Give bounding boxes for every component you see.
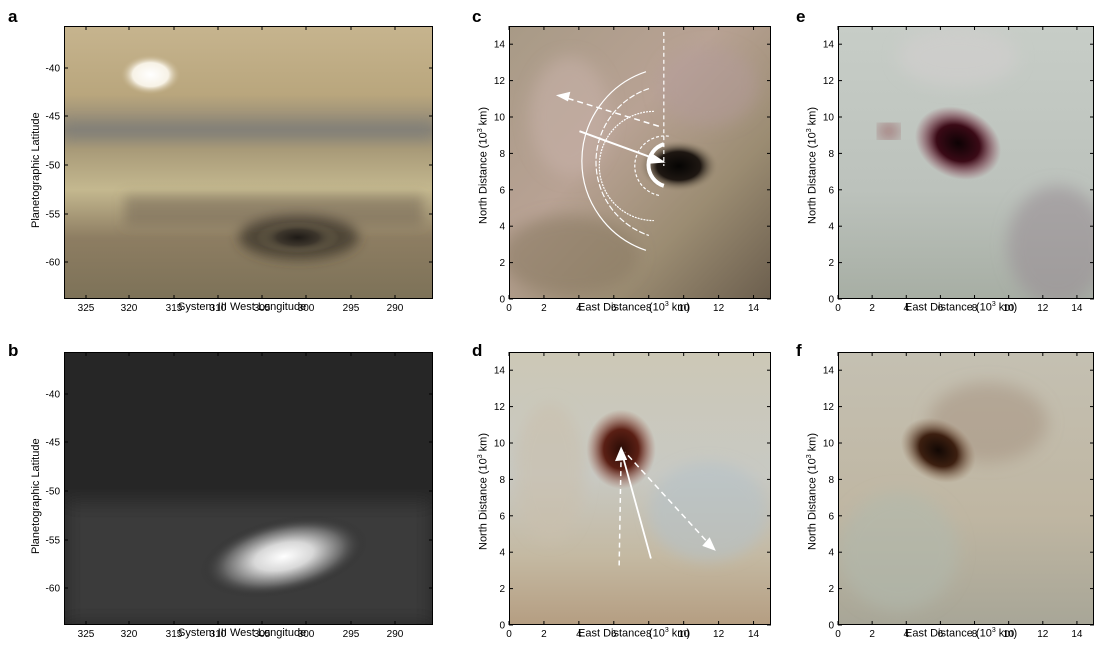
x-tick-label: 14 bbox=[1071, 303, 1083, 314]
y-tick-label: 8 bbox=[499, 475, 505, 486]
y-tick-label: 0 bbox=[499, 295, 505, 306]
y-tick-label: -50 bbox=[46, 161, 61, 172]
y-tick-label: 12 bbox=[823, 76, 835, 87]
panel-letter-c: c bbox=[472, 7, 482, 26]
y-tick-label: 8 bbox=[828, 149, 834, 160]
panel-f-ylabel: North Distance (103 km) bbox=[806, 432, 819, 550]
y-tick-label: 10 bbox=[494, 113, 506, 124]
panel-letter-f: f bbox=[796, 341, 802, 360]
x-tick-label: 14 bbox=[748, 303, 760, 314]
y-tick-label: 6 bbox=[828, 185, 834, 196]
panel-d-image bbox=[509, 352, 771, 625]
x-tick-label: 2 bbox=[541, 303, 547, 314]
y-tick-label: 0 bbox=[499, 621, 505, 632]
panel-letter-a: a bbox=[8, 7, 18, 26]
panel-letter-b: b bbox=[8, 341, 19, 360]
y-tick-label: 14 bbox=[823, 366, 835, 377]
panel-d-ylabel: North Distance (103 km) bbox=[477, 432, 490, 550]
y-tick-label: -45 bbox=[46, 112, 61, 123]
panel-a-ylabel: Planetographic Latitude bbox=[30, 112, 42, 228]
x-tick-label: 320 bbox=[121, 303, 138, 314]
panel-a-xlabel: System III West Longitude bbox=[178, 301, 307, 313]
x-tick-label: 2 bbox=[869, 629, 875, 640]
panel-b-image bbox=[64, 352, 433, 625]
x-tick-label: 295 bbox=[343, 629, 360, 640]
x-tick-label: 2 bbox=[541, 629, 547, 640]
x-tick-label: 0 bbox=[506, 629, 512, 640]
y-tick-label: 2 bbox=[828, 258, 834, 269]
panel-d-xlabel: East Distance (103 km) bbox=[578, 627, 691, 640]
y-tick-label: -50 bbox=[46, 487, 61, 498]
x-tick-label: 14 bbox=[748, 629, 760, 640]
panel-a-image bbox=[64, 26, 433, 299]
panel-c-ylabel: North Distance (103 km) bbox=[477, 106, 490, 224]
x-tick-label: 12 bbox=[1037, 303, 1049, 314]
panel-f-image bbox=[838, 352, 1094, 625]
y-tick-label: 4 bbox=[499, 548, 505, 559]
x-tick-label: 0 bbox=[835, 629, 841, 640]
x-tick-label: 14 bbox=[1071, 629, 1083, 640]
panel-f-xlabel: East Distance (103 km) bbox=[905, 627, 1018, 640]
x-tick-label: 12 bbox=[713, 303, 725, 314]
y-tick-label: 10 bbox=[823, 439, 835, 450]
x-tick-label: 325 bbox=[78, 629, 95, 640]
y-tick-label: 8 bbox=[499, 149, 505, 160]
x-tick-label: 295 bbox=[343, 303, 360, 314]
y-tick-label: -60 bbox=[46, 584, 61, 595]
y-tick-label: 4 bbox=[828, 222, 834, 233]
x-tick-label: 290 bbox=[387, 629, 404, 640]
panel-letter-d: d bbox=[472, 341, 483, 360]
y-tick-label: 14 bbox=[494, 40, 506, 51]
panel-e-image bbox=[838, 26, 1094, 299]
y-tick-label: 8 bbox=[828, 475, 834, 486]
y-tick-label: 6 bbox=[828, 511, 834, 522]
y-tick-label: -60 bbox=[46, 258, 61, 269]
panel-b-xlabel: System III West Longitude bbox=[178, 627, 307, 639]
x-tick-label: 290 bbox=[387, 303, 404, 314]
panel-c-image bbox=[509, 26, 771, 299]
y-tick-label: 12 bbox=[823, 402, 835, 413]
y-tick-label: 6 bbox=[499, 185, 505, 196]
y-tick-label: 4 bbox=[828, 548, 834, 559]
y-tick-label: 4 bbox=[499, 222, 505, 233]
panel-letter-e: e bbox=[796, 7, 806, 26]
y-tick-label: 2 bbox=[499, 258, 505, 269]
x-tick-label: 320 bbox=[121, 629, 138, 640]
y-tick-label: 6 bbox=[499, 511, 505, 522]
x-tick-label: 2 bbox=[869, 303, 875, 314]
x-tick-label: 12 bbox=[1037, 629, 1049, 640]
y-tick-label: 10 bbox=[823, 113, 835, 124]
panel-c-xlabel: East Distance (103 km) bbox=[578, 301, 691, 314]
x-tick-label: 0 bbox=[835, 303, 841, 314]
y-tick-label: 14 bbox=[494, 366, 506, 377]
y-tick-label: 2 bbox=[828, 584, 834, 595]
y-tick-label: 12 bbox=[494, 402, 506, 413]
y-tick-label: 0 bbox=[828, 621, 834, 632]
y-tick-label: 0 bbox=[828, 295, 834, 306]
y-tick-label: 12 bbox=[494, 76, 506, 87]
y-tick-label: -40 bbox=[46, 390, 61, 401]
x-tick-label: 12 bbox=[713, 629, 725, 640]
y-tick-label: -40 bbox=[46, 64, 61, 75]
panel-b-ylabel: Planetographic Latitude bbox=[30, 438, 42, 554]
panel-e-xlabel: East Distance (103 km) bbox=[905, 301, 1018, 314]
y-tick-label: -55 bbox=[46, 210, 61, 221]
y-tick-label: 14 bbox=[823, 40, 835, 51]
x-tick-label: 325 bbox=[78, 303, 95, 314]
y-tick-label: 10 bbox=[494, 439, 506, 450]
panel-e-ylabel: North Distance (103 km) bbox=[806, 106, 819, 224]
y-tick-label: 2 bbox=[499, 584, 505, 595]
x-tick-label: 0 bbox=[506, 303, 512, 314]
y-tick-label: -45 bbox=[46, 438, 61, 449]
y-tick-label: -55 bbox=[46, 536, 61, 547]
